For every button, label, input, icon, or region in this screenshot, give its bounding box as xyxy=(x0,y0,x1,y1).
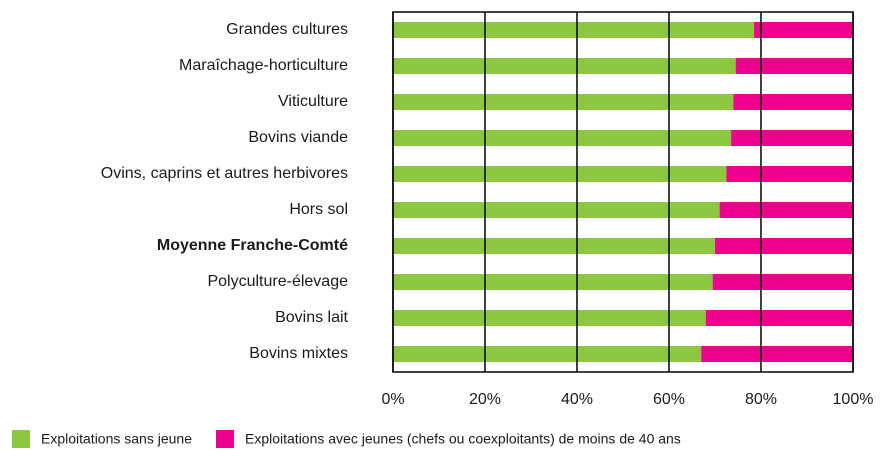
bar-segment xyxy=(733,94,853,110)
bar-segment xyxy=(731,130,853,146)
legend: Exploitations sans jeune Exploitations av… xyxy=(12,430,681,448)
bar-segment xyxy=(393,22,755,38)
bar-segment xyxy=(393,274,713,290)
y-tick-label: Bovins mixtes xyxy=(249,345,348,362)
bar-segment xyxy=(719,202,853,218)
legend-label: Exploitations sans jeune xyxy=(41,431,192,447)
bar-segment xyxy=(393,310,706,326)
y-tick-label: Grandes cultures xyxy=(226,21,348,38)
x-tick-label: 60% xyxy=(653,391,685,408)
bar-segment xyxy=(393,346,702,362)
bar-segment xyxy=(726,166,853,182)
bar-segment xyxy=(393,94,734,110)
y-tick-label: Ovins, caprins et autres herbivores xyxy=(101,165,348,182)
bar-segment xyxy=(393,166,727,182)
x-tick-label: 20% xyxy=(469,391,501,408)
x-tick-label: 100% xyxy=(833,391,874,408)
x-tick-label: 80% xyxy=(745,391,777,408)
bar-segment xyxy=(754,22,853,38)
bar-segment xyxy=(705,310,853,326)
bar-segment xyxy=(712,274,853,290)
legend-swatch xyxy=(216,430,234,448)
bar-segment xyxy=(393,130,732,146)
y-tick-label: Bovins viande xyxy=(248,129,348,146)
bar-segment xyxy=(701,346,853,362)
x-tick-label: 40% xyxy=(561,391,593,408)
plot-frame xyxy=(392,11,854,373)
y-tick-label: Maraîchage-horticulture xyxy=(179,57,348,74)
legend-swatch xyxy=(12,430,30,448)
bar-segment xyxy=(735,58,853,74)
bar-segment xyxy=(393,58,736,74)
y-tick-label: Moyenne Franche-Comté xyxy=(157,237,348,254)
x-tick-label: 0% xyxy=(381,391,404,408)
legend-label: Exploitations avec jeunes (chefs ou coex… xyxy=(245,431,681,447)
bar-segment xyxy=(393,238,715,254)
y-tick-label: Hors sol xyxy=(289,201,348,218)
bar-segment xyxy=(393,202,720,218)
y-tick-label: Bovins lait xyxy=(275,309,348,326)
bar-segment xyxy=(715,238,853,254)
y-tick-label: Viticulture xyxy=(278,93,348,110)
y-tick-label: Polyculture-élevage xyxy=(207,273,348,290)
